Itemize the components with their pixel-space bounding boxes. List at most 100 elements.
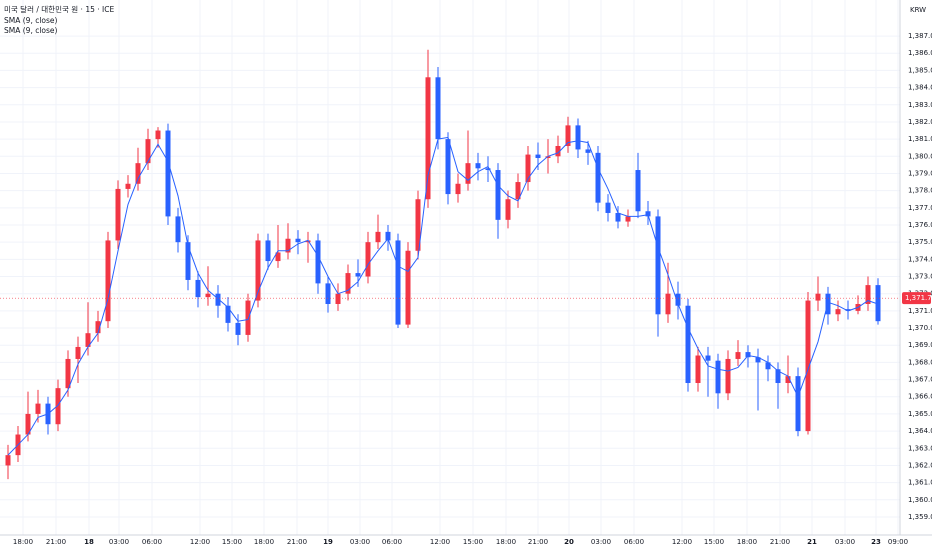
candle-body xyxy=(105,240,111,322)
candle-body xyxy=(185,242,191,280)
y-tick-label: 1,379.00 xyxy=(908,169,932,177)
candle-body xyxy=(815,293,821,301)
candle-body xyxy=(515,182,521,200)
y-tick-label: 1,359.00 xyxy=(908,513,932,521)
candle-body xyxy=(145,139,151,164)
candle-body xyxy=(255,240,261,301)
candle-body xyxy=(65,358,71,389)
last-price-label: 1,371.74 xyxy=(905,294,932,302)
y-tick-label: 1,370.00 xyxy=(908,324,932,332)
candle-body xyxy=(285,238,291,253)
y-tick-label: 1,362.00 xyxy=(908,461,932,469)
candle-body xyxy=(25,413,31,435)
x-tick-label: 03:00 xyxy=(109,538,129,546)
x-tick-label: 03:00 xyxy=(835,538,855,546)
y-tick-label: 1,376.00 xyxy=(908,221,932,229)
candle-body xyxy=(455,183,461,195)
sma-line xyxy=(7,136,879,456)
candle-body xyxy=(5,455,11,466)
candle-body xyxy=(135,163,141,184)
y-tick-label: 1,365.00 xyxy=(908,410,932,418)
candle-body xyxy=(705,355,711,361)
candle-body xyxy=(475,163,481,169)
candle-body xyxy=(425,77,431,200)
x-tick-label: 21:00 xyxy=(528,538,548,546)
y-tick-label: 1,368.00 xyxy=(908,358,932,366)
candle-body xyxy=(625,216,631,222)
y-tick-label: 1,361.00 xyxy=(908,479,932,487)
x-tick-label: 06:00 xyxy=(142,538,162,546)
candle-body xyxy=(245,300,251,335)
candle-body xyxy=(725,358,731,394)
x-tick-label: 12:00 xyxy=(430,538,450,546)
candle-body xyxy=(525,154,531,183)
candle-body xyxy=(365,242,371,277)
x-tick-label: 20 xyxy=(564,538,574,546)
candle-body xyxy=(785,376,791,384)
candle-body xyxy=(405,250,411,325)
x-tick-label: 09:00 xyxy=(888,538,908,546)
y-tick-label: 1,383.00 xyxy=(908,101,932,109)
candle-body xyxy=(745,352,751,358)
grid xyxy=(0,0,900,535)
x-tick-label: 21:00 xyxy=(46,538,66,546)
candle-body xyxy=(805,300,811,432)
x-tick-label: 21 xyxy=(807,538,817,546)
y-tick-label: 1,380.00 xyxy=(908,152,932,160)
candle-body xyxy=(75,346,81,359)
candle-body xyxy=(845,309,851,311)
y-tick-label: 1,374.00 xyxy=(908,255,932,263)
candle-body xyxy=(355,273,361,277)
candle-body xyxy=(275,252,281,262)
y-tick-label: 1,364.00 xyxy=(908,427,932,435)
candle-body xyxy=(645,211,651,217)
y-tick-label: 1,371.00 xyxy=(908,307,932,315)
y-tick-label: 1,363.00 xyxy=(908,444,932,452)
y-tick-label: 1,367.00 xyxy=(908,376,932,384)
candle-body xyxy=(485,168,491,171)
candle-body xyxy=(565,125,571,146)
candle-body xyxy=(335,293,341,304)
x-tick-label: 18:00 xyxy=(737,538,757,546)
candle-body xyxy=(465,163,471,184)
candle-body xyxy=(115,188,121,241)
candle-body xyxy=(545,156,551,159)
legend-entry: SMA (9, close) xyxy=(4,16,58,25)
candle-body xyxy=(865,285,871,304)
x-tick-label: 19 xyxy=(323,538,333,546)
candle-body xyxy=(165,130,171,217)
candle-body xyxy=(345,273,351,294)
candle-body xyxy=(175,216,181,243)
candle-body xyxy=(215,293,221,306)
candle-body xyxy=(835,309,841,315)
y-tick-label: 1,387.00 xyxy=(908,32,932,40)
candle-body xyxy=(575,125,581,150)
candle-body xyxy=(685,305,691,384)
candle-body xyxy=(95,321,101,334)
candle-body xyxy=(775,369,781,384)
candle-body xyxy=(85,333,91,347)
x-tick-label: 18:00 xyxy=(13,538,33,546)
y-tick-label: 1,360.00 xyxy=(908,496,932,504)
x-tick-label: 12:00 xyxy=(672,538,692,546)
candle-body xyxy=(55,388,61,425)
legend-entry: SMA (9, close) xyxy=(4,26,58,35)
candle-body xyxy=(675,293,681,306)
candle-body xyxy=(595,152,601,203)
candle-body xyxy=(875,285,881,322)
x-tick-label: 18 xyxy=(84,538,94,546)
x-tick-label: 23 xyxy=(871,538,881,546)
y-tick-label: 1,373.00 xyxy=(908,273,932,281)
candle-body xyxy=(235,322,241,335)
candle-body xyxy=(765,362,771,370)
candle-body xyxy=(735,352,741,359)
candle-body xyxy=(695,355,701,384)
marks xyxy=(5,49,881,480)
candle-body xyxy=(585,149,591,153)
y-tick-label: 1,369.00 xyxy=(908,341,932,349)
candle-body xyxy=(615,212,621,222)
candle-body xyxy=(205,293,211,298)
candle-body xyxy=(35,403,41,414)
x-tick-label: 12:00 xyxy=(190,538,210,546)
